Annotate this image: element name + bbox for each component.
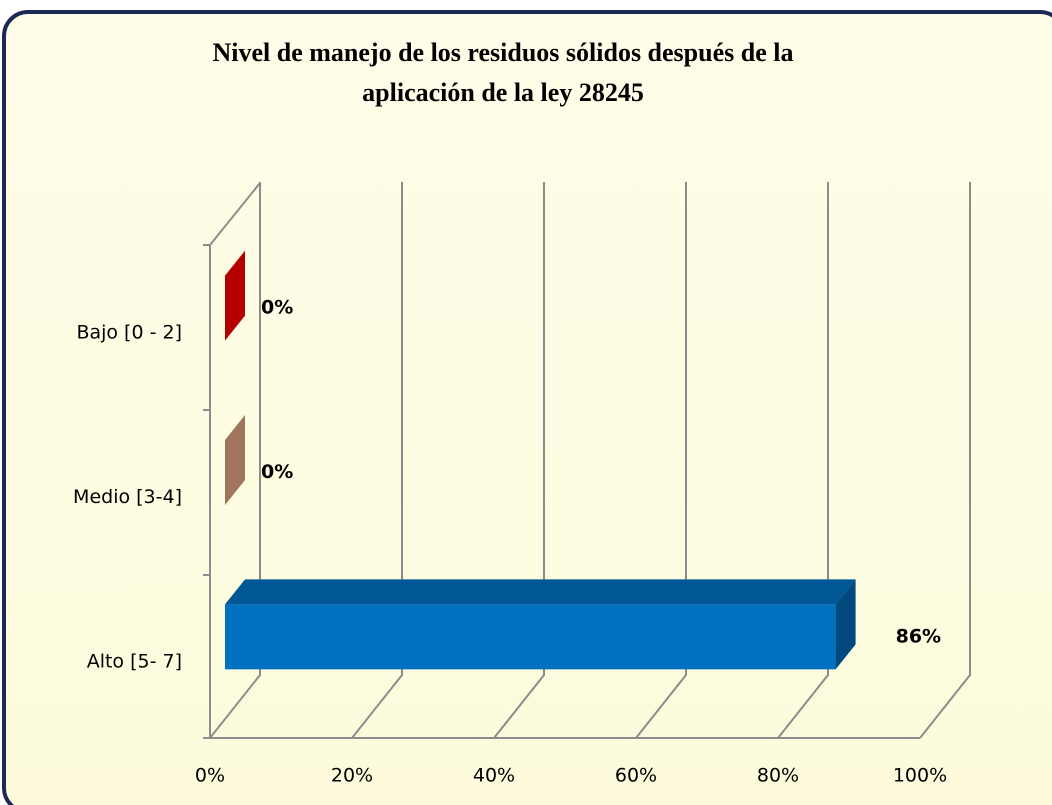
x-tick-label: 20% (331, 765, 373, 787)
chart-frame (2, 10, 1052, 805)
grid-line (777, 182, 829, 739)
grid-line (635, 182, 687, 739)
data-label: 0% (261, 297, 293, 319)
grid-line (209, 182, 261, 739)
y-tick-label: Alto [5- 7] (87, 650, 182, 672)
chart-title: Nivel de manejo de los residuos sólidos … (213, 38, 794, 67)
x-tick-label: 40% (473, 765, 515, 787)
bar (225, 250, 245, 341)
grid-line (351, 182, 403, 739)
x-tick-label: 100% (893, 765, 947, 787)
bar-side (225, 415, 245, 505)
x-tick-label: 0% (195, 765, 225, 787)
y-tick-label: Medio [3-4] (73, 486, 182, 508)
bar (225, 415, 245, 505)
bar-side (225, 250, 245, 341)
y-tick-label: Bajo [0 - 2] (76, 322, 182, 344)
axis-frame (203, 182, 920, 739)
grid-line (493, 182, 545, 739)
bar-side (835, 579, 856, 670)
chart-title: aplicación de la ley 28245 (362, 78, 644, 107)
x-tick-label: 80% (757, 765, 799, 787)
bar-top (225, 579, 856, 605)
grid-line (919, 182, 971, 739)
bar (225, 579, 856, 670)
x-tick-label: 60% (615, 765, 657, 787)
bar-front (225, 604, 836, 670)
data-label: 0% (261, 461, 293, 483)
data-label: 86% (896, 625, 941, 647)
